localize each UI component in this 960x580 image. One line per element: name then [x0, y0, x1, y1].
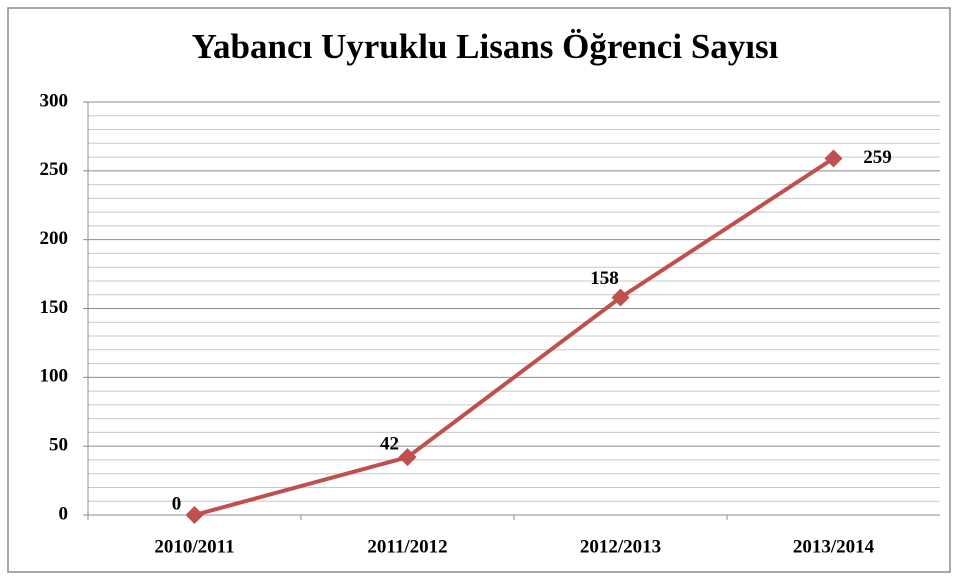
data-label: 259: [863, 147, 892, 168]
x-tick-label: 2010/2011: [154, 536, 234, 557]
y-tick-label: 200: [40, 228, 69, 249]
x-tick-label: 2011/2012: [367, 536, 447, 557]
y-tick-label: 150: [40, 297, 69, 318]
data-label: 158: [590, 268, 619, 289]
marker: [185, 506, 204, 524]
y-tick-label: 250: [40, 159, 69, 180]
marker: [611, 288, 630, 307]
line: [193, 156, 835, 517]
chart-title: Yabancı Uyruklu Lisans Öğrenci Sayısı: [192, 27, 779, 66]
marker: [398, 448, 417, 467]
x-tick-label: 2012/2013: [580, 536, 661, 557]
marker: [824, 149, 843, 168]
data-label: 42: [380, 434, 399, 455]
data-label: 0: [172, 493, 182, 514]
y-tick-label: 50: [49, 435, 68, 456]
y-tick-label: 0: [59, 503, 69, 524]
y-tick-label: 300: [40, 90, 69, 111]
y-tick-label: 100: [40, 366, 69, 387]
x-tick-label: 2013/2014: [793, 536, 875, 557]
